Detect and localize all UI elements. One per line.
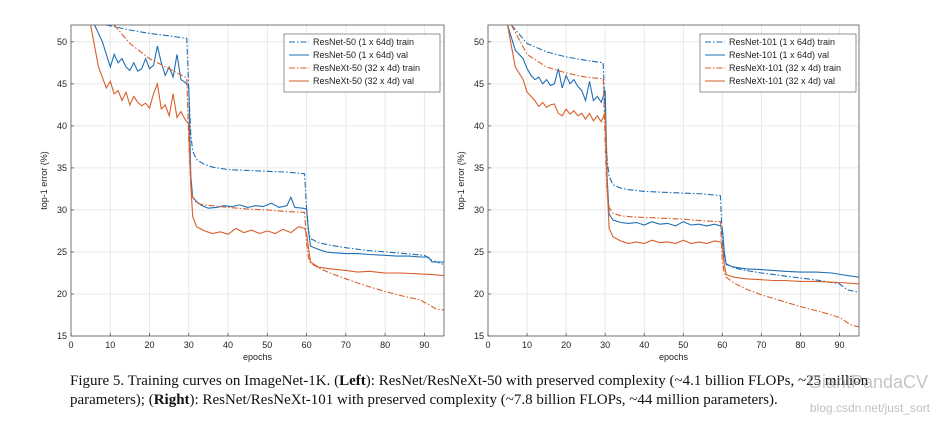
x-tick-label-2: 20 (561, 340, 571, 350)
caption-left-text: ): ResNet/ResNeXt-50 with preserved comp… (70, 373, 869, 408)
plot-frame (487, 24, 860, 337)
x-tick-label-2: 20 (145, 340, 155, 350)
legend-box (699, 33, 857, 93)
x-axis-label: epochs (243, 352, 273, 362)
series-line-0 (510, 25, 859, 293)
legend-entry-2: ResNeXt-101 (32 x 4d) train (729, 63, 841, 73)
legend: ResNet-50 (1 x 64d) train ResNet-50 (1 x … (283, 33, 441, 93)
series-line-3 (90, 25, 444, 277)
legend-entry-3: ResNeXt-50 (32 x 4d) val (313, 76, 414, 86)
legend-entry-3: ResNeXt-101 (32 x 4d) val (729, 76, 835, 86)
x-tick-label-5: 50 (678, 340, 688, 350)
x-tick-label-5: 50 (262, 340, 272, 350)
chart-left: 0 10 20 30 40 50 60 70 80 90 15 20 25 30 35 40 45 50 epoch… (39, 24, 445, 362)
y-axis-label: top-1 error (%) (456, 151, 466, 210)
x-tick-label-7: 70 (341, 340, 351, 350)
y-tick-label-2: 25 (474, 247, 484, 257)
x-tick-label-8: 80 (795, 340, 805, 350)
y-tick-label-3: 30 (57, 205, 67, 215)
x-tick-label-0: 0 (485, 340, 490, 350)
y-tick-label-6: 45 (474, 79, 484, 89)
x-tick-label-4: 40 (223, 340, 233, 350)
legend-entry-2: ResNeXt-50 (32 x 4d) train (313, 63, 420, 73)
watermark-brand: GiantPandaCV (807, 372, 928, 392)
x-tick-label-9: 90 (419, 340, 429, 350)
x-tick-label-3: 30 (600, 340, 610, 350)
series-line-0 (106, 25, 444, 266)
y-tick-label-6: 45 (57, 79, 67, 89)
x-axis-label: epochs (659, 352, 689, 362)
legend-entry-0: ResNet-101 (1 x 64d) train (729, 37, 835, 47)
y-tick-label-4: 35 (474, 163, 484, 173)
x-tick-label-6: 60 (717, 340, 727, 350)
y-tick-label-7: 50 (57, 37, 67, 47)
caption-prefix: Figure 5. Training curves on ImageNet-1K… (70, 373, 340, 389)
caption-left-bold: Left (339, 373, 366, 389)
y-tick-label-2: 25 (57, 247, 67, 257)
x-tick-label-1: 10 (522, 340, 532, 350)
x-tick-label-9: 90 (834, 340, 844, 350)
y-tick-label-3: 30 (474, 205, 484, 215)
y-tick-label-4: 35 (57, 163, 67, 173)
y-axis-label: top-1 error (%) (39, 151, 49, 210)
caption-right-bold: Right (153, 392, 190, 408)
legend: ResNet-101 (1 x 64d) train ResNet-101 (1 … (699, 33, 857, 93)
legend-entry-0: ResNet-50 (1 x 64d) train (313, 37, 414, 47)
plot-frame (70, 24, 445, 337)
x-tick-label-3: 30 (184, 340, 194, 350)
x-tick-label-7: 70 (756, 340, 766, 350)
figure-caption: Figure 5. Training curves on ImageNet-1K… (70, 372, 920, 410)
y-tick-label-5: 40 (57, 121, 67, 131)
x-tick-label-1: 10 (105, 340, 115, 350)
series-line-1 (506, 25, 859, 278)
x-tick-label-4: 40 (639, 340, 649, 350)
chart-right: 0 10 20 30 40 50 60 70 80 90 15 20 25 30 35 40 45 50 epoch… (456, 24, 860, 362)
legend-box (283, 33, 441, 93)
legend-entry-1: ResNet-50 (1 x 64d) val (313, 50, 408, 60)
y-tick-label-5: 40 (474, 121, 484, 131)
series-line-3 (506, 25, 859, 285)
y-tick-label-0: 15 (474, 331, 484, 341)
y-tick-label-1: 20 (474, 289, 484, 299)
series-line-2 (113, 25, 444, 311)
y-tick-label-7: 50 (474, 37, 484, 47)
caption-right-text: ): ResNet/ResNeXt-101 with preserved com… (189, 392, 778, 408)
watermark-url: blog.csdn.net/just_sort (809, 401, 930, 415)
y-tick-label-1: 20 (57, 289, 67, 299)
legend-entry-1: ResNet-101 (1 x 64d) val (729, 50, 829, 60)
series-line-2 (510, 25, 859, 328)
x-tick-label-8: 80 (380, 340, 390, 350)
x-tick-label-6: 60 (302, 340, 312, 350)
x-tick-label-0: 0 (68, 340, 73, 350)
y-tick-label-0: 15 (57, 331, 67, 341)
series-line-1 (94, 25, 444, 263)
